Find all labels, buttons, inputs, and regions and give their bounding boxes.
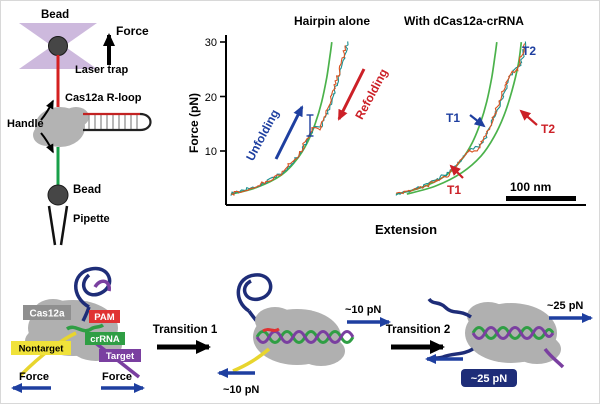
curve-with-dcas12a-crrna-wlc-fit-extended — [406, 41, 523, 195]
pam-tag-label: PAM — [94, 312, 114, 323]
cas12a-blob — [33, 107, 89, 147]
plot-title-right: With dCas12a-crRNA — [404, 14, 524, 28]
state-initial: Cas12a PAM Nontarget crRNA Target Force … — [11, 266, 145, 393]
pam-tag — [89, 310, 120, 323]
coil-purple-strand-1 — [93, 279, 111, 292]
helix-purple-3 — [471, 326, 555, 340]
cas12a-tag — [23, 305, 71, 320]
unwound-strand-top-3 — [427, 297, 472, 319]
pam-strand-2 — [262, 327, 280, 333]
ytick-20: 20 — [205, 92, 217, 104]
dna-hairpin-coil-1 — [74, 266, 112, 309]
unfolding-arrow — [274, 105, 304, 160]
rloop-label: Cas12a R-loop — [65, 92, 142, 104]
t2-red-arrow — [519, 109, 538, 126]
cas12a-blob-3 — [465, 302, 561, 364]
t1-red-arrow — [449, 164, 464, 179]
target-tag-label: Target — [106, 351, 135, 362]
pn25-badge — [461, 369, 517, 387]
transition2-label: Transition 2 — [386, 324, 451, 336]
bead-bottom-label: Bead — [73, 184, 101, 196]
nontarget-tag-label: Nontarget — [19, 344, 65, 355]
pipette-label: Pipette — [73, 213, 110, 225]
pipette-shape — [47, 205, 69, 246]
unfolding-label: Unfolding — [243, 107, 282, 163]
ytick-30: 30 — [205, 37, 217, 49]
plot-title-left: Hairpin alone — [294, 14, 370, 28]
handle-label: Handle — [7, 118, 44, 130]
crrna-strand — [65, 323, 105, 333]
t2-blue-label: T2 — [522, 44, 536, 58]
pn25-top-label: ~25 pN — [547, 300, 583, 312]
crrna-tag-label: crRNA — [90, 334, 120, 345]
nontarget-tag — [11, 341, 71, 355]
helix-purple-2 — [255, 330, 355, 344]
scale-bar-label: 100 nm — [510, 180, 551, 194]
pipette-bead — [47, 184, 69, 206]
y-axis-label: Force (pN) — [187, 93, 201, 153]
force-label: Force — [116, 24, 149, 38]
force-extension-plot: Hairpin alone With dCas12a-crRNA 30 20 1… — [187, 14, 586, 237]
helix-green-3 — [471, 326, 555, 340]
x-axis-label: Extension — [375, 222, 437, 237]
force-left-label: Force — [19, 371, 49, 383]
scale-bar — [506, 196, 576, 201]
hairpin-rloop — [83, 112, 152, 132]
pn10-top-label: ~10 pN — [345, 304, 381, 316]
t1-red-label: T1 — [447, 183, 461, 197]
mechanism-schematic: Cas12a PAM Nontarget crRNA Target Force … — [11, 266, 593, 396]
state-after-t2: ~25 pN ~25 pN — [425, 297, 593, 387]
nontarget-strand-2 — [232, 347, 271, 373]
transition1-label: Transition 1 — [153, 324, 218, 336]
curve-hairpin-alone-unfolding-trace — [230, 41, 349, 196]
axes: 30 20 10 Force (pN) Extension — [187, 35, 586, 237]
trap-bead — [48, 36, 68, 56]
cas12a-tag-label: Cas12a — [29, 309, 64, 320]
pn25-bottom-label: ~25 pN — [471, 373, 507, 385]
target-tag — [99, 349, 141, 362]
dna-hairpin-coil-2 — [236, 273, 273, 313]
refolding-label: Refolding — [352, 66, 390, 121]
curve-hairpin-alone-wlc-fit — [230, 42, 333, 195]
crrna-tag — [85, 332, 125, 345]
target-strand-3 — [543, 347, 565, 369]
t1-blue-label: T1 — [446, 111, 460, 125]
pn10-bottom-label: ~10 pN — [223, 384, 259, 396]
curve-with-dcas12a-crrna-refolding-trace-t2-t1- — [396, 43, 526, 195]
force-right-label: Force — [102, 371, 132, 383]
t1-blue-arrow — [469, 114, 486, 128]
optical-trap-schematic: Bead Force Laser trap Cas12a R-loop — [7, 9, 152, 246]
coil-connector-1 — [81, 306, 91, 322]
curve-with-dcas12a-crrna-unfolding-trace-t1-t2- — [395, 41, 527, 196]
handle-pointer-arrows — [40, 99, 54, 154]
laser-trap-label: Laser trap — [75, 64, 128, 76]
state-after-t1: ~10 pN ~10 pN — [217, 273, 391, 396]
bead-top-label: Bead — [41, 9, 69, 21]
rip-size-bracket — [306, 114, 314, 137]
t2-red-label: T2 — [541, 122, 555, 136]
ytick-10: 10 — [205, 146, 217, 158]
cas12a-blob-2 — [253, 307, 345, 366]
refolding-arrow — [337, 68, 366, 121]
